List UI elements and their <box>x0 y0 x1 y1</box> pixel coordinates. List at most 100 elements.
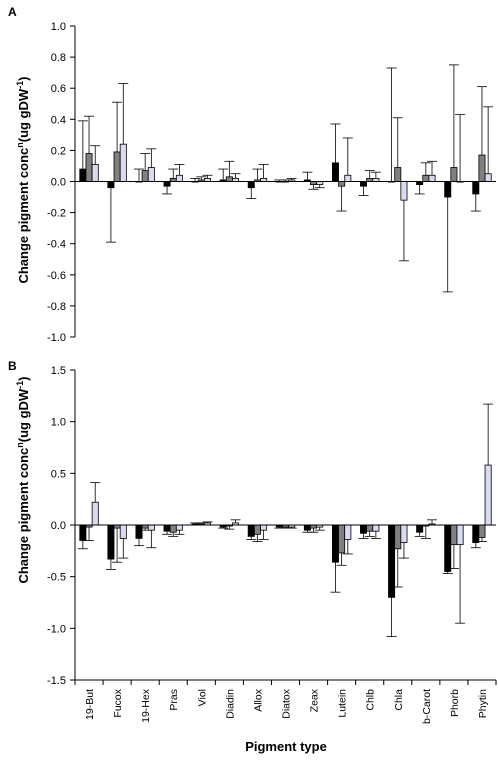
y-axis-label-sup-n: n <box>15 142 25 148</box>
y-axis-label-sup-exp: -1 <box>15 81 25 89</box>
y-axis-label-close: ) <box>16 76 31 80</box>
panel-b: B -1.5 -1.0 -0.5 0.0 0.5 1.0 1.5 19-But Fucox 19-H… <box>8 359 497 724</box>
bar <box>247 524 255 537</box>
bar <box>119 143 127 182</box>
bar <box>366 524 374 532</box>
bar <box>91 501 99 526</box>
bar <box>141 170 149 182</box>
y-tick-label: 0.5 <box>51 468 66 480</box>
y-tick-label: 0.0 <box>51 520 66 532</box>
bar <box>119 524 127 539</box>
y-tick-label: -0.5 <box>47 572 66 584</box>
y-axis-label-main: Change pigment conc <box>16 148 31 284</box>
bar <box>394 524 402 550</box>
bar <box>260 524 268 531</box>
bar <box>135 524 143 539</box>
bar <box>344 174 352 182</box>
category-label: Phytin <box>477 689 489 718</box>
bar <box>175 174 183 182</box>
y-tick-label: -1.0 <box>47 623 66 635</box>
bar <box>79 168 87 182</box>
category-label: 19-But <box>84 689 96 720</box>
bar <box>79 524 87 541</box>
y-tick-label: 1.0 <box>51 21 66 33</box>
bar <box>360 181 368 187</box>
bar <box>400 181 408 201</box>
bar <box>456 524 464 546</box>
y-axis-label-panel-b: Change pigment concn(ug gDW-1) <box>15 376 31 583</box>
bar <box>331 524 339 563</box>
bar <box>428 174 436 182</box>
y-tick-label: 0.8 <box>51 52 66 64</box>
x-axis-label: Pigment type <box>245 739 327 754</box>
panel-a: A -1.0 -0.8 -0.6 -0.4 -0.2 0.0 0.2 0.4 0.6 0.8 1.0 <box>8 5 496 344</box>
category-label: Fucox <box>112 688 124 717</box>
y-tick-label: -0.2 <box>47 208 66 220</box>
y-tick-label: -0.8 <box>47 301 66 313</box>
bar <box>472 524 480 543</box>
bar <box>344 524 352 540</box>
y-tick-label: 0.6 <box>51 83 66 95</box>
bar <box>225 176 233 182</box>
y-axis-label-sup-n-b: n <box>15 442 25 448</box>
bar <box>394 167 402 182</box>
category-label: Diadin <box>224 689 236 719</box>
y-axis-label-close-b: ) <box>16 376 31 380</box>
y-tick-label: 0.0 <box>51 177 66 189</box>
y-tick-label: 0.4 <box>51 114 66 126</box>
y-tick-label: -0.6 <box>47 270 66 282</box>
category-label: Diatox <box>281 688 293 719</box>
bar <box>484 173 492 182</box>
y-axis-label-unit-b: (ug gDW <box>16 388 31 442</box>
category-label: Zeax <box>309 688 321 712</box>
bar <box>331 162 339 182</box>
bar <box>444 181 452 198</box>
bar <box>478 524 486 538</box>
y-tick-label: -1.0 <box>47 332 66 344</box>
bar <box>107 181 115 189</box>
category-label: Pras <box>168 689 180 711</box>
bar <box>422 174 430 182</box>
bar <box>247 181 255 189</box>
y-tick-label: 0.2 <box>51 145 66 157</box>
bar <box>400 524 408 543</box>
bar <box>163 181 171 187</box>
y-tick-label: -1.5 <box>47 675 66 687</box>
bar <box>147 524 155 531</box>
bar <box>113 151 121 182</box>
bar <box>175 524 183 531</box>
bar <box>478 154 486 182</box>
bar <box>253 524 261 535</box>
y-tick-label: 1.5 <box>51 365 66 377</box>
panel-label: A <box>8 5 17 19</box>
bar <box>338 181 346 187</box>
bar <box>388 524 396 598</box>
y-tick-label: 1.0 <box>51 417 66 429</box>
bar <box>484 464 492 526</box>
bar <box>360 524 368 534</box>
y-axis-label-panel-a: Change pigment concn(ug gDW-1) <box>15 76 31 283</box>
y-axis-label-sup-exp-b: -1 <box>15 381 25 389</box>
category-label: b-Carot <box>421 689 433 724</box>
panels: A-1.0-0.8-0.6-0.4-0.20.00.20.40.60.81.0B… <box>8 5 497 724</box>
bar <box>372 524 380 532</box>
category-label: Chlb <box>365 689 377 711</box>
category-label: Viol <box>196 689 208 706</box>
y-tick-label: -0.4 <box>47 239 66 251</box>
bar <box>450 524 458 546</box>
bar <box>147 167 155 182</box>
panel-label: B <box>8 359 17 373</box>
category-label: 19-Hex <box>140 688 152 723</box>
category-label: Phorb <box>449 689 461 717</box>
bar <box>91 163 99 182</box>
bar <box>163 524 171 532</box>
bar <box>338 524 346 554</box>
bar <box>416 524 424 533</box>
y-axis-label-unit: (ug gDW <box>16 88 31 142</box>
bar <box>169 524 177 533</box>
category-label: Lutein <box>337 689 349 718</box>
bar <box>450 167 458 182</box>
bar <box>107 524 115 560</box>
y-axis-label-main-b: Change pigment conc <box>16 448 31 584</box>
